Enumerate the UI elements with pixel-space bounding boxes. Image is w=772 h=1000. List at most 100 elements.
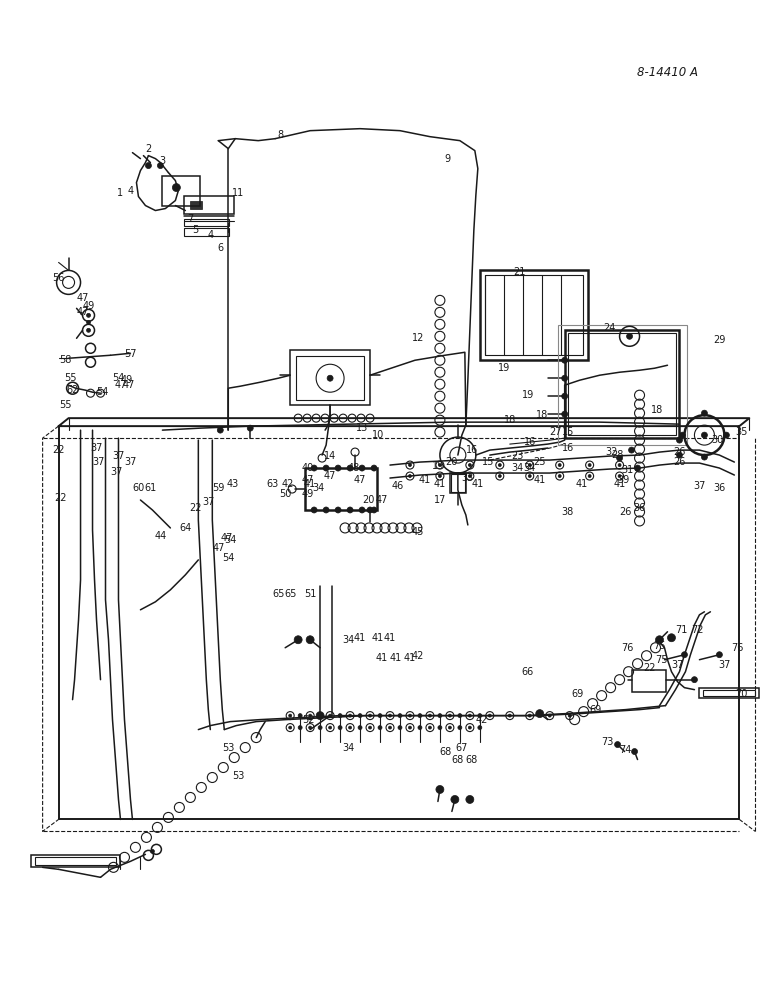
Text: 47: 47 [302,475,314,485]
Text: 34: 34 [312,483,324,493]
Text: 44: 44 [154,531,167,541]
Circle shape [398,726,402,730]
Text: 75: 75 [653,641,665,651]
Circle shape [635,465,641,471]
Text: 66: 66 [522,667,534,677]
Circle shape [617,455,622,461]
Circle shape [615,742,621,748]
Circle shape [702,454,707,460]
Text: 17: 17 [434,495,446,505]
Circle shape [378,726,382,730]
Text: 47: 47 [212,543,225,553]
Circle shape [562,357,567,363]
Text: 24: 24 [604,323,616,333]
Circle shape [449,714,452,717]
Text: 37: 37 [202,497,215,507]
Text: 47: 47 [76,307,89,317]
Circle shape [86,313,90,317]
Circle shape [469,726,472,729]
Circle shape [428,714,432,717]
Text: 13: 13 [356,423,368,433]
Text: 6: 6 [217,243,223,253]
Text: 37: 37 [112,451,124,461]
Circle shape [247,425,253,431]
Circle shape [338,726,342,730]
Text: 11: 11 [232,188,245,198]
Circle shape [458,714,462,718]
Circle shape [347,507,353,513]
Text: 72: 72 [691,625,704,635]
Text: 41: 41 [376,653,388,663]
Circle shape [368,726,371,729]
Circle shape [469,714,472,717]
Circle shape [631,749,638,755]
Text: 41: 41 [372,633,384,643]
Circle shape [408,475,411,478]
Text: 18: 18 [503,415,516,425]
Bar [480,270,587,360]
Circle shape [318,714,322,718]
Text: 26: 26 [619,507,631,517]
Text: 39: 39 [618,475,630,485]
Text: 41: 41 [384,633,396,643]
Circle shape [338,714,342,718]
Circle shape [562,393,567,399]
Circle shape [498,475,501,478]
Circle shape [438,475,442,478]
Circle shape [349,714,351,717]
Text: 9: 9 [445,154,451,164]
Text: 41: 41 [533,475,546,485]
Text: 8: 8 [277,130,283,140]
Text: 22: 22 [643,663,655,673]
Text: 41: 41 [434,479,446,489]
Text: 47: 47 [114,380,127,390]
Text: 49: 49 [83,301,95,311]
Text: 62: 62 [66,385,79,395]
Circle shape [86,320,90,324]
Circle shape [311,507,317,513]
Circle shape [367,507,373,513]
Circle shape [568,714,571,717]
Circle shape [157,163,164,169]
Text: 55: 55 [59,400,72,410]
Circle shape [588,464,591,467]
Circle shape [358,714,362,718]
Circle shape [418,726,422,730]
Text: 59: 59 [212,483,225,493]
Text: 12: 12 [411,333,424,343]
Bar [185,228,229,236]
Text: 37: 37 [672,660,684,670]
Circle shape [359,507,365,513]
Circle shape [449,726,452,729]
Text: 51: 51 [304,589,317,599]
Text: 10: 10 [372,430,384,440]
Text: 34: 34 [342,743,354,753]
Text: 1: 1 [117,188,124,198]
Circle shape [458,726,462,730]
Circle shape [618,464,621,467]
Text: 55: 55 [64,373,77,383]
Circle shape [359,465,365,471]
Text: 50: 50 [279,489,291,499]
Bar [296,356,364,400]
Circle shape [418,714,422,718]
Circle shape [335,507,341,513]
Text: 22: 22 [189,503,201,513]
Circle shape [528,475,531,478]
Bar [451,474,465,492]
Circle shape [327,375,333,381]
Circle shape [298,726,302,730]
Circle shape [478,714,482,718]
Circle shape [528,464,531,467]
Circle shape [469,475,472,478]
Circle shape [289,714,292,717]
Circle shape [489,714,491,717]
Circle shape [536,710,543,718]
Text: 41: 41 [354,633,366,643]
Circle shape [347,465,353,471]
Text: 21: 21 [513,267,526,277]
Circle shape [679,432,686,438]
Text: 34: 34 [512,463,524,473]
Text: 54: 54 [222,553,235,563]
Text: 47: 47 [354,475,366,485]
